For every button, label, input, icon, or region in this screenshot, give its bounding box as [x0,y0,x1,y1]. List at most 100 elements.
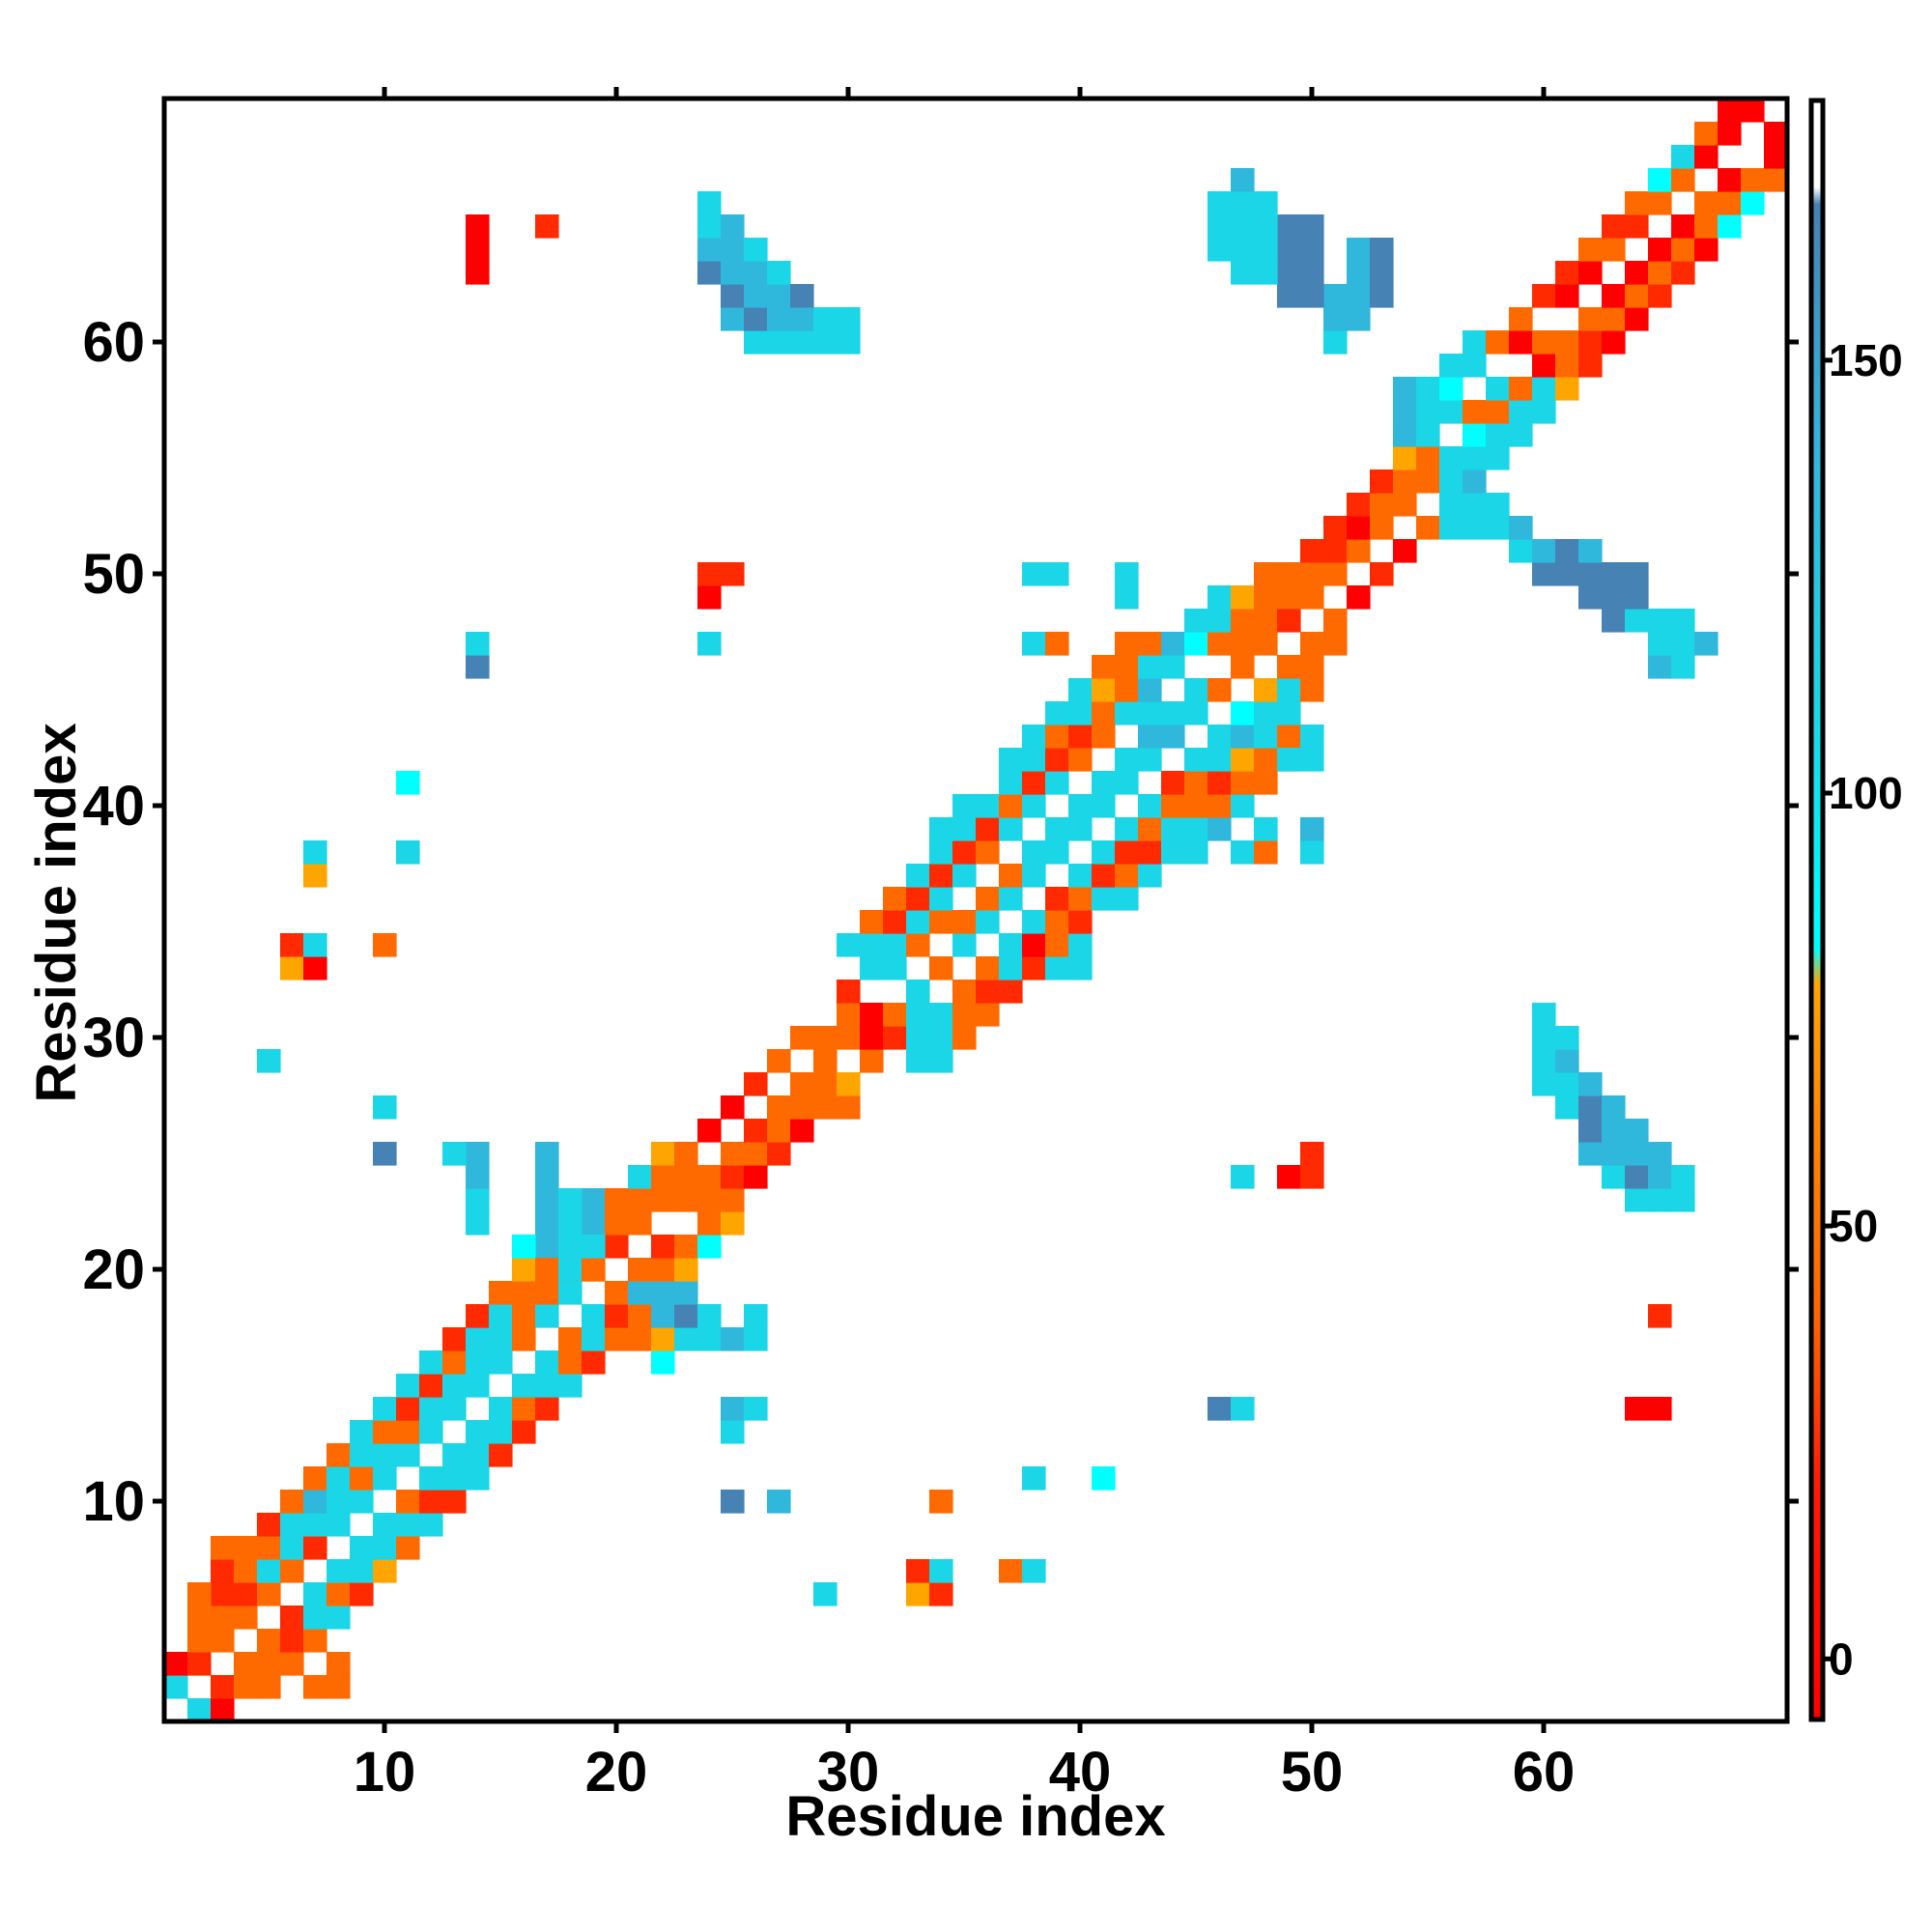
heatmap-cell [1161,817,1185,841]
heatmap-cell [906,1559,930,1583]
heatmap-cell [1184,678,1208,702]
heatmap-cell [1277,609,1301,633]
heatmap-cell [1231,609,1255,633]
heatmap-cell [373,1397,397,1421]
heatmap-cell [1416,377,1440,401]
heatmap-cell [1578,354,1603,378]
heatmap-cell [1045,817,1069,841]
heatmap-cell [1602,1119,1626,1143]
heatmap-cell [1254,771,1278,795]
heatmap-cell [1184,817,1208,841]
heatmap-cell [976,840,1000,865]
heatmap-cell [280,1490,304,1514]
heatmap-cell [1277,1165,1301,1189]
x-tick-label: 30 [817,1741,880,1804]
heatmap-cell [1347,493,1371,517]
heatmap-cell [1208,817,1232,841]
heatmap-cell [535,1397,559,1421]
heatmap-cell [1068,701,1093,725]
heatmap-cell [1532,400,1556,424]
x-tick-label: 50 [1281,1741,1344,1804]
heatmap-cell [1115,655,1139,679]
heatmap-cell [1671,214,1695,239]
heatmap-cell [929,1490,953,1514]
heatmap-cell [1208,632,1232,656]
heatmap-cell [327,1652,351,1676]
heatmap-cell [303,1490,327,1514]
heatmap-cell [466,655,490,679]
heatmap-cell [1671,1188,1695,1212]
heatmap-cell [1671,145,1695,169]
heatmap-cell [952,1003,977,1027]
heatmap-cell [697,1165,722,1189]
heatmap-cell [906,933,930,957]
heatmap-cell [419,1490,443,1514]
heatmap-cell [1463,493,1487,517]
heatmap-cell [535,1211,559,1236]
heatmap-cell [1602,284,1626,308]
heatmap-cell [512,1374,536,1398]
heatmap-cell [1694,214,1719,239]
heatmap-cell [280,1629,304,1653]
heatmap-cell [1463,354,1487,378]
heatmap-cell [1764,122,1788,146]
heatmap-cell [1254,609,1278,633]
heatmap-cell [489,1443,513,1467]
heatmap-cell [466,1304,490,1328]
heatmap-cell [558,1327,582,1351]
heatmap-cell [906,1003,930,1027]
heatmap-cell [1416,423,1440,447]
heatmap-cell [952,794,977,818]
heatmap-cell [466,632,490,656]
heatmap-cell [1439,354,1463,378]
heatmap-cell [1184,794,1208,818]
heatmap-cell [280,1559,304,1583]
heatmap-cell [396,1443,420,1467]
heatmap-cell [674,1235,698,1259]
heatmap-cell [651,1304,675,1328]
heatmap-cell [396,771,420,795]
heatmap-cell [674,1142,698,1166]
x-tick-label: 40 [1049,1741,1112,1804]
heatmap-cell [1208,748,1232,772]
heatmap-cell [535,1142,559,1166]
heatmap-cell [303,1513,327,1537]
heatmap-cell [1254,817,1278,841]
heatmap-cell [1439,493,1463,517]
heatmap-cell [674,1304,698,1328]
heatmap-cell [1625,261,1649,285]
heatmap-cell [257,1652,281,1676]
heatmap-cell [605,1211,629,1236]
heatmap-cell [628,1211,652,1236]
heatmap-cell [187,1652,212,1676]
heatmap-cell [883,887,907,911]
heatmap-cell [1323,330,1348,355]
heatmap-cell [721,1165,745,1189]
heatmap-cell [419,1420,443,1444]
heatmap-cell [744,330,768,355]
heatmap-cell [234,1582,258,1606]
heatmap-cell [767,261,791,285]
heatmap-cell [1509,307,1533,331]
heatmap-cell [373,933,397,957]
heatmap-cell [605,1188,629,1212]
heatmap-cell [211,1605,235,1630]
heatmap-cell [1463,400,1487,424]
heatmap-cell [1277,261,1301,285]
heatmap-cell [651,1281,675,1305]
colorbar-ticks [1823,357,1833,1662]
heatmap-cell [697,1235,722,1259]
heatmap-cell [466,1443,490,1467]
heatmap-cell [1231,1397,1255,1421]
y-tick-labels: 10 20 30 40 50 60 [82,311,145,1533]
heatmap-cell [1277,701,1301,725]
heatmap-cell [1115,864,1139,888]
x-tick-label: 10 [354,1741,416,1804]
heatmap-cell [1555,377,1579,401]
heatmap-cell [1045,632,1069,656]
heatmap-cell [790,284,814,308]
heatmap-cell [1393,400,1417,424]
colorbar [1808,98,1826,1722]
heatmap-cell [1393,377,1417,401]
heatmap-cell [744,284,768,308]
